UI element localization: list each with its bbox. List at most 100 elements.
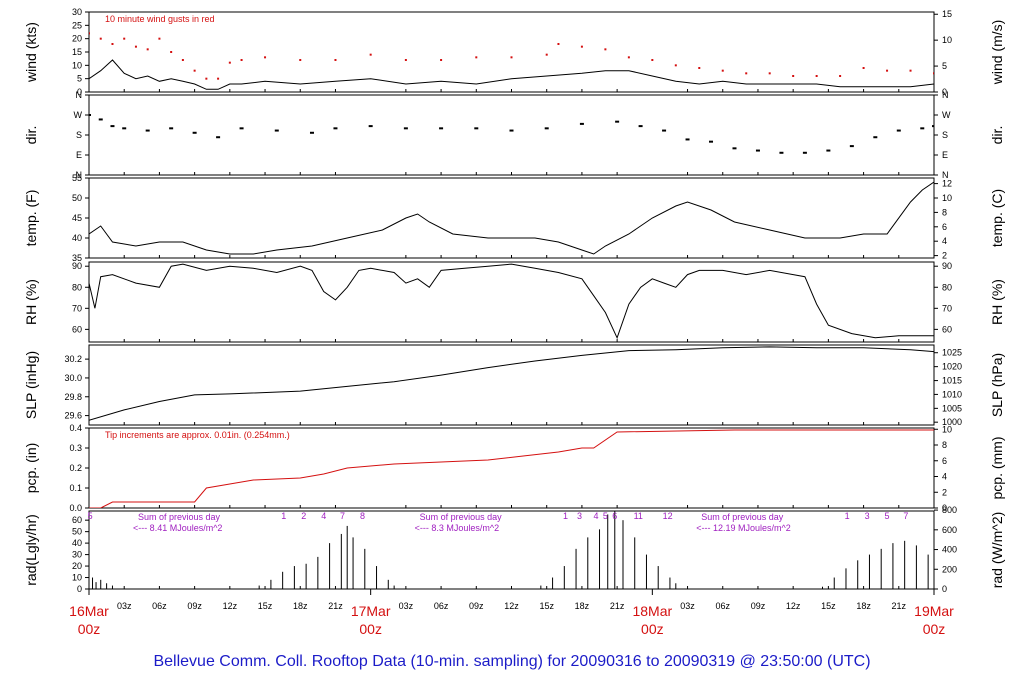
rad-ytick-label: 0 — [77, 584, 82, 594]
direction-point — [309, 131, 314, 134]
rh-ytick-label: 90 — [72, 261, 82, 271]
slp-ylabel-left: SLP (inHg) — [23, 351, 39, 419]
temp-ytick-label-right: 8 — [942, 207, 947, 217]
rad-ytick-label-right: 200 — [942, 564, 957, 574]
temp-ytick-label-right: 10 — [942, 193, 952, 203]
direction-point — [122, 127, 127, 130]
direction-point — [439, 127, 444, 130]
day-label-time: 00z — [78, 621, 101, 637]
rad-ytick-label: 30 — [72, 550, 82, 560]
rad-ytick-label: 60 — [72, 515, 82, 525]
gust-point — [123, 37, 126, 40]
pcp-ytick-label-right: 8 — [942, 440, 947, 450]
radiation-hour-mark: 1 — [845, 511, 850, 521]
slp-ytick-label-right: 1025 — [942, 348, 962, 358]
temp-ylabel-right: temp. (C) — [989, 189, 1005, 247]
day-label-date: 19Mar — [914, 603, 954, 619]
gust-point — [839, 75, 842, 77]
gust-point — [134, 45, 137, 48]
gust-point — [440, 59, 443, 61]
wind-ytick-label: 20 — [72, 34, 82, 44]
rad-ytick-label: 50 — [72, 527, 82, 537]
gust-point — [228, 61, 231, 64]
direction-point — [368, 125, 373, 128]
x-tick-label: 03z — [399, 601, 414, 611]
slp-ytick-label-right: 1015 — [942, 376, 962, 386]
direction-point — [615, 120, 620, 123]
day-label-time: 00z — [923, 621, 946, 637]
rh-ytick-label: 60 — [72, 324, 82, 334]
dir-ylabel-right: dir. — [989, 126, 1005, 145]
pcp-ytick-label: 0.2 — [69, 463, 82, 473]
gust-point — [721, 69, 724, 72]
wind-ytick-label-right: 15 — [942, 9, 952, 19]
pcp-annotation: Tip increments are approx. 0.01in. (0.25… — [105, 430, 290, 440]
dir-frame — [88, 94, 935, 176]
gust-point — [205, 77, 208, 80]
rh-line — [89, 263, 934, 340]
gust-point — [217, 77, 220, 80]
slp-frame — [88, 344, 935, 426]
gust-point — [792, 75, 795, 77]
radiation-hour-mark: 5 — [88, 511, 93, 521]
x-tick-label: 12z — [504, 601, 519, 611]
wind-annotation: 10 minute wind gusts in red — [105, 14, 215, 24]
radiation-daily-sum-value: <--- 12.19 MJoules/m^2 — [696, 523, 791, 533]
temp-ytick-label: 40 — [72, 233, 82, 243]
wind-ytick-label: 5 — [77, 74, 82, 84]
x-tick-label: 09z — [469, 601, 484, 611]
gust-point — [815, 75, 818, 77]
wind-ytick-label: 25 — [72, 20, 82, 30]
dir-ylabel-left: dir. — [23, 126, 39, 145]
rh-ytick-label-right: 60 — [942, 324, 952, 334]
dir-ytick-label: W — [74, 110, 83, 120]
gust-point — [510, 56, 513, 59]
day-label-date: 17Mar — [351, 603, 391, 619]
day-label-date: 18Mar — [632, 603, 672, 619]
dir-ytick-label: N — [76, 170, 83, 180]
dir-ytick-label-right: N — [942, 170, 949, 180]
panel-wind: wind (kts) wind (m/s) 0 5 10 15 20 25 30 0 5 10 15 10… — [23, 7, 1005, 97]
wind-ytick-label: 30 — [72, 7, 82, 17]
rh-ytick-label-right: 90 — [942, 261, 952, 271]
temp-ytick-label: 55 — [72, 173, 82, 183]
gust-point — [181, 59, 184, 61]
gust-point — [627, 56, 630, 59]
temp-ytick-label: 50 — [72, 193, 82, 203]
gust-point — [111, 43, 114, 45]
panel-dir: dir. dir.N NE ES SW WN N — [23, 90, 1005, 180]
temp-plot-area — [89, 181, 934, 255]
pcp-ylabel-left: pcp. (in) — [23, 443, 39, 494]
x-tick-label: 06z — [715, 601, 730, 611]
x-tick-label: 21z — [892, 601, 907, 611]
direction-point — [755, 149, 760, 152]
chart-title: Bellevue Comm. Coll. Rooftop Data (10-mi… — [153, 653, 870, 670]
dir-ytick-label-right: W — [942, 110, 951, 120]
direction-point — [544, 127, 549, 130]
direction-point — [474, 127, 479, 130]
slp-plot-area — [89, 346, 934, 421]
pcp-ytick-label-right: 10 — [942, 424, 952, 434]
direction-point — [110, 125, 115, 128]
gust-point — [886, 69, 889, 72]
temp-ytick-label: 45 — [72, 213, 82, 223]
dir-ytick-label: N — [76, 90, 83, 100]
direction-point — [333, 127, 338, 130]
gust-point — [604, 48, 607, 51]
direction-point — [932, 125, 934, 128]
wind-ytick-label-right: 5 — [942, 61, 947, 71]
dir-ytick-label-right: N — [942, 90, 949, 100]
pcp-ytick-label-right: 6 — [942, 456, 947, 466]
temp-ytick-label-right: 6 — [942, 222, 947, 232]
direction-point — [685, 138, 690, 141]
gust-point — [862, 67, 865, 69]
direction-point — [896, 129, 901, 132]
radiation-daily-sum-value: <--- 8.41 MJoules/m^2 — [133, 523, 223, 533]
direction-point — [709, 140, 714, 143]
rad-ytick-label-right: 600 — [942, 525, 957, 535]
rh-ylabel-left: RH (%) — [23, 279, 39, 325]
wind-ytick-label-right: 0 — [942, 87, 947, 97]
rad-plot-area — [89, 511, 934, 589]
gust-point — [99, 37, 102, 40]
radiation-hour-mark: 6 — [612, 511, 617, 521]
